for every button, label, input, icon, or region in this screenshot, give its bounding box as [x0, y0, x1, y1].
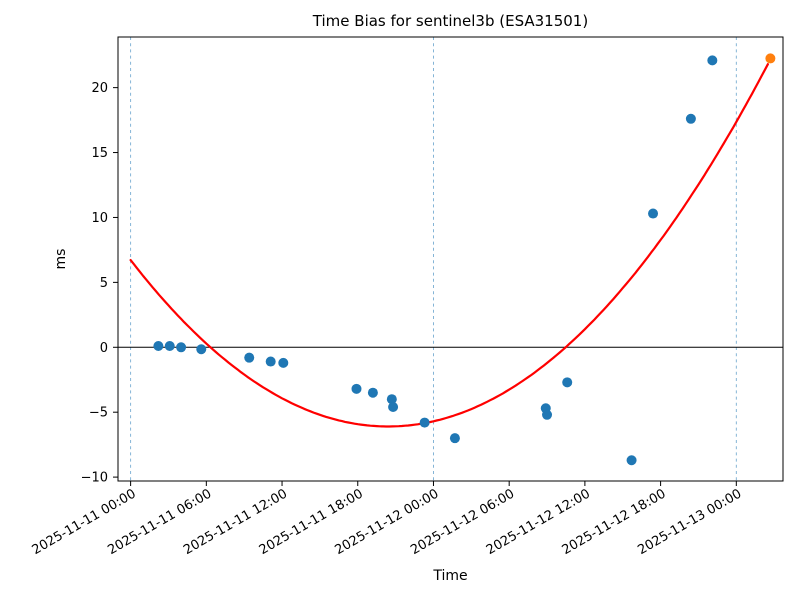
- y-tick-label: −10: [81, 471, 108, 486]
- scatter-point: [196, 344, 207, 355]
- scatter-point: [351, 383, 362, 394]
- scatter-point: [265, 356, 276, 367]
- scatter-point: [244, 352, 255, 363]
- scatter-point: [278, 357, 289, 368]
- scatter-point: [164, 340, 175, 351]
- scatter-point: [367, 387, 378, 398]
- latest-point: [765, 53, 776, 64]
- scatter-point: [449, 433, 460, 444]
- y-tick-label: 0: [100, 341, 108, 356]
- scatter-point: [386, 394, 397, 405]
- chart-title: Time Bias for sentinel3b (ESA31501): [312, 12, 589, 30]
- y-tick-label: 5: [100, 276, 108, 291]
- fit-curve: [129, 63, 770, 428]
- y-tick-label: 20: [91, 81, 108, 96]
- y-tick-label: 15: [91, 146, 108, 161]
- scatter-point: [648, 208, 659, 219]
- y-tick-label: −5: [89, 406, 108, 421]
- scatter-point: [542, 409, 553, 420]
- scatter-point: [419, 417, 430, 428]
- scatter-point: [388, 402, 399, 412]
- scatter-point: [153, 340, 164, 351]
- x-axis-label: Time: [433, 568, 468, 584]
- scatter-point: [685, 113, 696, 124]
- plot-border: [117, 36, 784, 482]
- scatter-point: [562, 377, 573, 388]
- scatter-point: [176, 342, 187, 353]
- scatter-point: [707, 55, 718, 66]
- scatter-point: [626, 455, 637, 466]
- y-tick-label: 10: [91, 211, 108, 226]
